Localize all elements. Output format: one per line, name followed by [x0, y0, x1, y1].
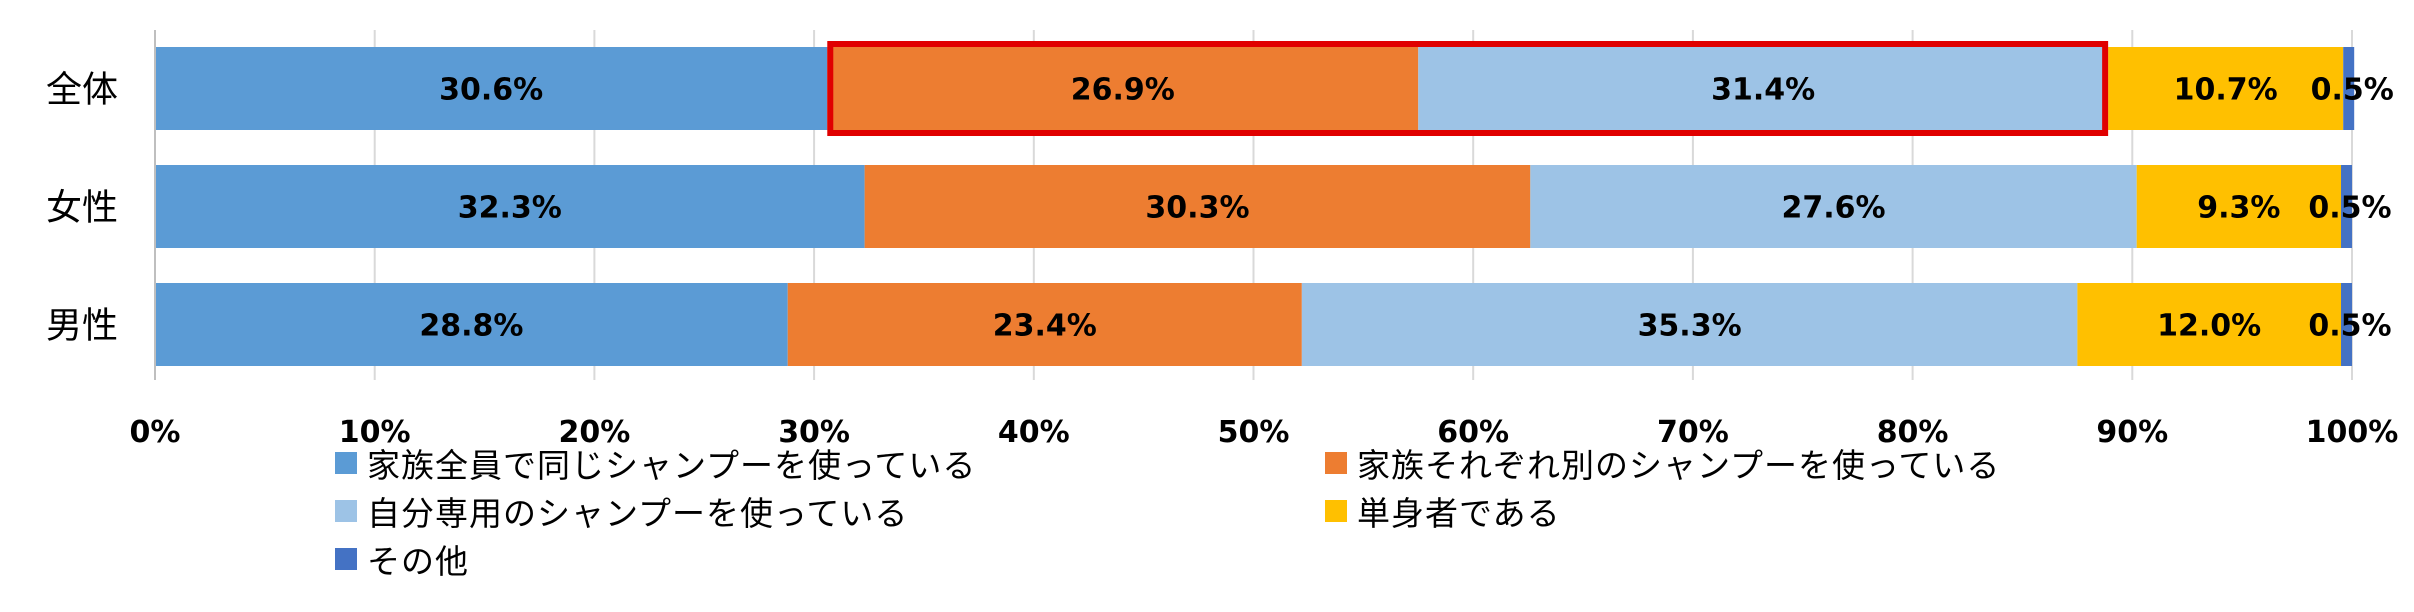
bar-segment	[827, 47, 1419, 130]
legend-label: 自分専用のシャンプーを使っている	[367, 494, 909, 533]
bar-segment	[155, 283, 788, 366]
highlight-box	[827, 41, 2109, 136]
x-tick-label: 20%	[558, 415, 630, 450]
legend-swatch	[1325, 452, 1347, 474]
legend-swatch	[335, 548, 357, 570]
bars	[155, 47, 2355, 366]
legend-label: その他	[367, 542, 469, 581]
x-tick-label: 50%	[1218, 415, 1290, 450]
bar-segment	[2136, 165, 2342, 248]
category-label: 女性	[46, 188, 118, 229]
bar-segment	[155, 165, 865, 248]
legend-item: その他	[335, 537, 469, 581]
bar-segment	[1301, 283, 2078, 366]
data-label: 9.3%	[2197, 191, 2280, 226]
bar-segment	[2341, 165, 2352, 248]
bar-segment	[2341, 283, 2352, 366]
bar-segment	[2343, 47, 2355, 130]
data-label: 32.3%	[458, 191, 562, 226]
data-label: 27.6%	[1781, 191, 1885, 226]
category-label: 男性	[46, 306, 118, 347]
x-tick-label: 60%	[1437, 415, 1509, 450]
data-label: 28.8%	[419, 309, 523, 344]
x-tick-label: 30%	[778, 415, 850, 450]
legend-label: 単身者である	[1357, 494, 1561, 533]
x-tick-label: 40%	[998, 415, 1070, 450]
bar-segment	[787, 283, 1302, 366]
bar-segment	[1530, 165, 2137, 248]
legend-label: 家族それぞれ別のシャンプーを使っている	[1357, 446, 2001, 485]
legend-swatch	[335, 452, 357, 474]
x-tick-label: 80%	[1877, 415, 1949, 450]
highlight-rect	[827, 41, 2109, 136]
data-label: 12.0%	[2157, 309, 2261, 344]
data-label: 0.5%	[2308, 309, 2391, 344]
bar-segment	[2077, 283, 2342, 366]
legend-label: 家族全員で同じシャンプーを使っている	[367, 446, 977, 485]
x-tick-label: 100%	[2306, 415, 2399, 450]
data-label: 31.4%	[1711, 73, 1815, 108]
data-label: 0.5%	[2311, 73, 2394, 108]
legend-item: 自分専用のシャンプーを使っている	[335, 489, 908, 533]
data-label: 23.4%	[993, 309, 1097, 344]
category-label: 全体	[46, 70, 118, 111]
data-label: 0.5%	[2308, 191, 2391, 226]
data-label: 26.9%	[1071, 73, 1175, 108]
data-label: 10.7%	[2174, 73, 2278, 108]
x-tick-label: 90%	[2096, 415, 2168, 450]
data-label: 35.3%	[1638, 309, 1742, 344]
x-tick-label: 70%	[1657, 415, 1729, 450]
data-labels: 30.6% 26.9% 31.4% 10.7% 0.5% 32.3% 30.3% 27.6% 9…	[419, 73, 2393, 344]
bar-segment	[155, 47, 828, 130]
legend-item: 単身者である	[1325, 489, 1561, 533]
bar-segment	[2108, 47, 2344, 130]
legend-swatch	[335, 500, 357, 522]
data-label: 30.3%	[1145, 191, 1249, 226]
x-tick-label: 10%	[339, 415, 411, 450]
legend-swatch	[1325, 500, 1347, 522]
legend-item: 家族それぞれ別のシャンプーを使っている	[1325, 441, 2000, 485]
x-tick-label: 0%	[130, 415, 181, 450]
data-label: 30.6%	[439, 73, 543, 108]
bar-segment	[864, 165, 1531, 248]
bar-segment	[1418, 47, 2109, 130]
legend-item: 家族全員で同じシャンプーを使っている	[335, 441, 976, 485]
